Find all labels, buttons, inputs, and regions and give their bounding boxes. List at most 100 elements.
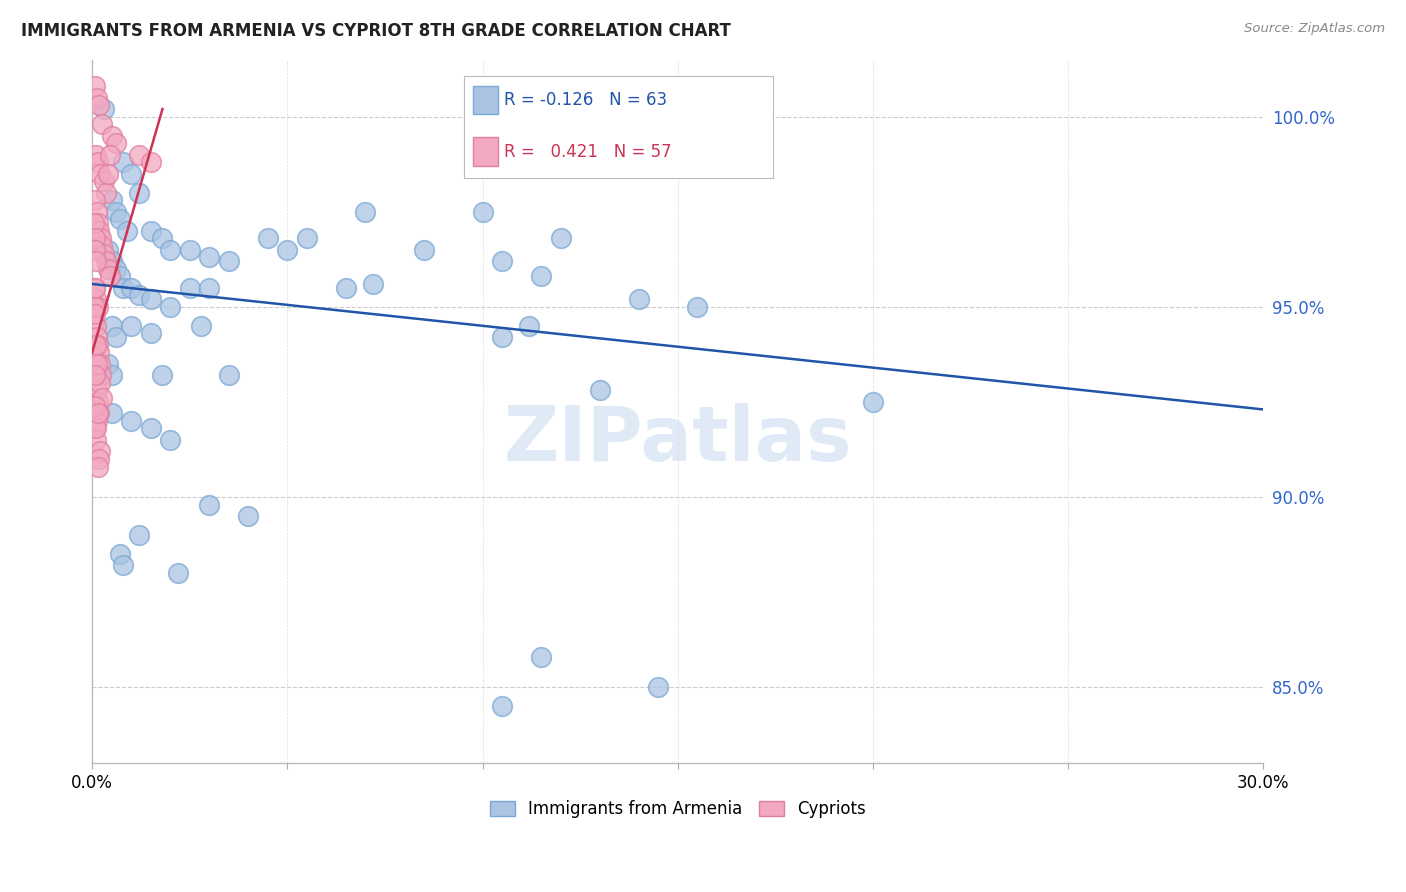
Point xyxy=(84,254,107,268)
Point xyxy=(104,204,127,219)
Point xyxy=(335,281,357,295)
Point xyxy=(112,155,135,169)
Point xyxy=(86,204,108,219)
Point xyxy=(83,281,105,295)
Point xyxy=(218,254,240,268)
Point xyxy=(84,147,107,161)
Point xyxy=(104,136,127,151)
Point xyxy=(139,292,162,306)
Point xyxy=(97,167,120,181)
Point xyxy=(89,444,111,458)
Point xyxy=(354,204,377,219)
Text: ZIPatlas: ZIPatlas xyxy=(503,402,852,476)
Point xyxy=(84,421,107,435)
Point xyxy=(84,292,107,306)
Point xyxy=(90,368,112,383)
Point xyxy=(128,147,150,161)
Point xyxy=(295,231,318,245)
Point xyxy=(97,243,120,257)
Point xyxy=(276,243,298,257)
Point xyxy=(91,391,114,405)
Point xyxy=(86,330,108,344)
Point xyxy=(97,357,120,371)
Bar xyxy=(474,86,498,114)
Point xyxy=(91,239,114,253)
Bar xyxy=(474,137,498,166)
Point xyxy=(84,300,107,314)
Point xyxy=(112,281,135,295)
Point xyxy=(139,421,162,435)
Point xyxy=(179,243,201,257)
Point xyxy=(686,300,709,314)
Text: IMMIGRANTS FROM ARMENIA VS CYPRIOT 8TH GRADE CORRELATION CHART: IMMIGRANTS FROM ARMENIA VS CYPRIOT 8TH G… xyxy=(21,22,731,40)
Text: Source: ZipAtlas.com: Source: ZipAtlas.com xyxy=(1244,22,1385,36)
Point xyxy=(100,128,122,143)
Point xyxy=(218,368,240,383)
Point xyxy=(87,395,110,409)
Point xyxy=(93,174,115,188)
Point xyxy=(519,318,541,333)
Point xyxy=(84,338,107,352)
Point xyxy=(98,147,121,161)
Point xyxy=(98,269,121,284)
Point xyxy=(120,281,142,295)
Point xyxy=(89,451,111,466)
Point xyxy=(647,680,669,694)
Point xyxy=(84,433,107,447)
Point xyxy=(104,330,127,344)
Point xyxy=(87,406,110,420)
Point xyxy=(159,243,181,257)
Point xyxy=(87,338,110,352)
Point xyxy=(89,406,111,420)
Text: R =   0.421   N = 57: R = 0.421 N = 57 xyxy=(505,143,672,161)
Point xyxy=(83,216,105,230)
Point xyxy=(84,79,107,94)
Point xyxy=(108,269,131,284)
Point xyxy=(84,243,107,257)
Point xyxy=(89,357,111,371)
Point xyxy=(89,167,111,181)
Point xyxy=(159,433,181,447)
Point xyxy=(120,167,142,181)
Point xyxy=(491,699,513,714)
Point xyxy=(87,459,110,474)
Point xyxy=(84,194,107,208)
Point xyxy=(190,318,212,333)
Legend: Immigrants from Armenia, Cypriots: Immigrants from Armenia, Cypriots xyxy=(484,794,873,825)
Point xyxy=(91,117,114,131)
Point xyxy=(152,231,174,245)
Point xyxy=(257,231,280,245)
Point xyxy=(84,399,107,413)
Point xyxy=(94,186,117,200)
Point xyxy=(89,98,111,112)
Point xyxy=(491,254,513,268)
Point xyxy=(87,216,110,230)
Point xyxy=(108,547,131,561)
Point xyxy=(198,251,221,265)
Point xyxy=(100,254,122,268)
Point xyxy=(86,414,108,428)
Point xyxy=(89,224,111,238)
Point xyxy=(627,292,650,306)
Point xyxy=(471,204,494,219)
Point xyxy=(93,246,115,260)
Point xyxy=(530,269,553,284)
Point xyxy=(97,261,120,276)
Point xyxy=(128,528,150,542)
Point xyxy=(198,498,221,512)
Point xyxy=(139,224,162,238)
Point xyxy=(84,307,107,321)
Point xyxy=(589,384,612,398)
Point xyxy=(84,421,107,435)
Point xyxy=(152,368,174,383)
Point xyxy=(86,357,108,371)
Point xyxy=(86,384,108,398)
Point xyxy=(84,368,107,383)
Point xyxy=(120,414,142,428)
Point xyxy=(167,566,190,580)
Point xyxy=(104,261,127,276)
Point xyxy=(83,231,105,245)
Point xyxy=(100,406,122,420)
Point xyxy=(89,376,111,390)
Point xyxy=(108,212,131,227)
